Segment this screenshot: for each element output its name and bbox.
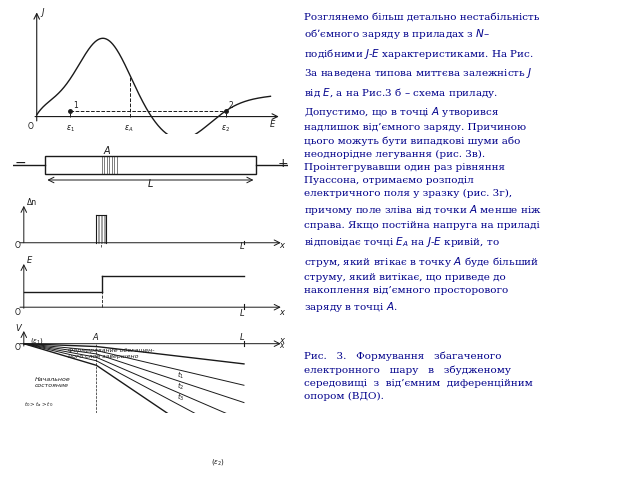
Text: L: L	[148, 179, 153, 189]
Text: 1: 1	[74, 101, 78, 110]
Text: Рис.   3.   Формування   збагаченого
електронного   шару   в   збудженому
середо: Рис. 3. Формування збагаченого електронн…	[304, 351, 533, 401]
Bar	[45, 156, 256, 174]
Text: Начальное
состояние: Начальное состояние	[35, 377, 70, 388]
Text: $\varepsilon_1$: $\varepsilon_1$	[66, 124, 75, 134]
Text: Розглянемо більш детально нестабільність
об’ємного заряду в приладах з $N$–
поді: Розглянемо більш детально нестабільність…	[304, 13, 542, 314]
Text: x: x	[279, 308, 284, 317]
Text: E: E	[270, 120, 275, 129]
Text: $\varepsilon_A$: $\varepsilon_A$	[124, 124, 133, 134]
Text: O: O	[28, 122, 34, 131]
Text: Формирование обогащен-
ного слоя завершено: Формирование обогащен- ного слоя заверше…	[68, 348, 154, 359]
Text: L: L	[239, 333, 244, 342]
Text: J: J	[41, 8, 44, 17]
Text: Δn: Δn	[27, 198, 37, 207]
Text: x: x	[279, 241, 284, 250]
Text: $t_1$: $t_1$	[177, 370, 184, 382]
Text: A: A	[92, 333, 98, 342]
Text: E: E	[27, 256, 33, 265]
Text: +: +	[277, 156, 288, 170]
Text: $t_0 > t_a > t_0$: $t_0 > t_a > t_0$	[24, 400, 53, 409]
Text: O: O	[15, 308, 21, 317]
Text: −: −	[15, 156, 26, 170]
Text: $(\varepsilon_2)$: $(\varepsilon_2)$	[211, 456, 225, 467]
Text: x: x	[279, 336, 284, 345]
Text: O: O	[15, 343, 21, 352]
Text: A: A	[104, 146, 111, 156]
Text: L: L	[239, 242, 244, 251]
Text: x: x	[279, 341, 284, 350]
Text: L: L	[239, 309, 244, 318]
Text: $t_2$: $t_2$	[177, 381, 184, 393]
Text: 2: 2	[228, 101, 233, 110]
Text: $\varepsilon_2$: $\varepsilon_2$	[221, 124, 230, 134]
Text: $t_3$: $t_3$	[177, 392, 184, 403]
Text: V: V	[15, 324, 20, 333]
Text: O: O	[15, 241, 21, 250]
Text: $(\varepsilon_1)$: $(\varepsilon_1)$	[31, 336, 44, 346]
